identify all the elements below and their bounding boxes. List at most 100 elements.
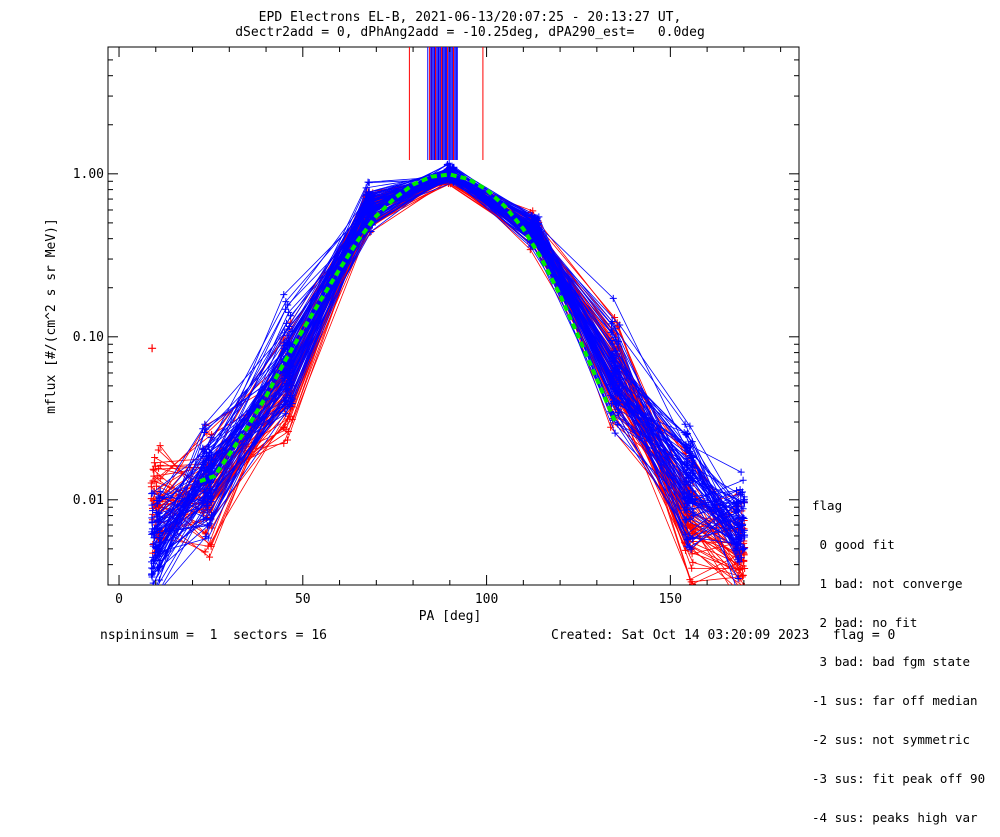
spectrum-line	[151, 170, 744, 563]
data-point-marker	[735, 498, 743, 506]
spectrum-line	[157, 181, 737, 552]
spectrum-line	[155, 181, 741, 561]
spectrum-line	[157, 169, 739, 568]
spectrum-line	[159, 169, 742, 543]
spectrum-line	[156, 174, 745, 585]
legend-item: -3 sus: fit peak off 90	[812, 771, 986, 786]
spectrum-line	[151, 173, 743, 569]
chart-title-line1: EPD Electrons EL-B, 2021-06-13/20:07:25 …	[258, 10, 682, 25]
spectrum-line	[154, 176, 744, 555]
data-point-marker	[282, 298, 290, 306]
legend-item: 2 bad: no fit	[812, 615, 918, 630]
data-point-marker	[364, 178, 372, 186]
data-point-marker	[155, 564, 163, 572]
spectrum-line	[156, 181, 740, 556]
spectrum-line	[158, 177, 742, 563]
data-point-marker	[150, 459, 158, 467]
data-lines	[147, 159, 749, 614]
spectrum-line	[151, 168, 745, 533]
x-tick-label: 150	[659, 592, 682, 607]
data-point-marker	[741, 607, 748, 614]
data-point-marker	[611, 362, 619, 370]
data-point-marker	[364, 188, 372, 196]
spectrum-line	[156, 175, 737, 549]
data-point-marker	[155, 517, 163, 525]
data-point-marker	[149, 565, 157, 573]
data-point-marker	[611, 385, 619, 393]
spectrum-line	[153, 173, 741, 563]
data-point-marker	[533, 220, 541, 228]
spectrum-line	[158, 174, 744, 561]
data-point-marker	[686, 576, 694, 584]
legend-item: 1 bad: not converge	[812, 576, 963, 591]
spectrum-line	[157, 167, 745, 547]
spectrum-line	[152, 183, 745, 554]
y-axis-label: mflux [#/(cm^2 s sr MeV)]	[44, 218, 59, 414]
data-point-marker	[735, 523, 743, 531]
spectrum-line	[157, 178, 740, 526]
data-point-marker	[285, 322, 293, 330]
spectrum-line	[160, 175, 739, 548]
y-tick-label: 0.10	[73, 330, 104, 345]
spectrum-line	[156, 163, 739, 535]
spectrum-line	[151, 171, 737, 576]
spectrum-line	[152, 172, 743, 584]
data-point-marker	[154, 500, 162, 508]
axes: 0 50 100 150 0.01 0.10 1.00	[73, 46, 799, 607]
spectrum-line	[154, 173, 743, 560]
data-point-marker	[687, 496, 695, 504]
spectrum-line	[154, 178, 743, 540]
data-point-marker	[284, 427, 292, 435]
footer-left: nspininsum = 1 sectors = 16	[100, 628, 327, 643]
data-point-marker	[366, 197, 374, 205]
data-point-marker	[207, 541, 215, 549]
spectrum-line	[154, 179, 741, 535]
data-point-marker	[529, 223, 537, 231]
data-point-marker	[532, 214, 540, 222]
data-point-marker	[150, 466, 158, 474]
spectrum-line	[157, 180, 740, 571]
data-point-marker	[362, 184, 370, 192]
data-point-marker	[150, 525, 158, 533]
spectrum-line	[159, 177, 741, 548]
data-point-marker	[740, 515, 748, 523]
data-point-marker	[686, 422, 694, 430]
data-point-marker	[684, 536, 692, 544]
data-point-marker	[202, 515, 210, 523]
data-point-marker	[207, 456, 215, 464]
y-tick-label: 0.01	[73, 493, 104, 508]
spectrum-line	[158, 173, 744, 544]
data-point-marker	[689, 580, 697, 585]
data-point-marker	[153, 551, 161, 559]
data-point-marker	[282, 394, 290, 402]
spectrum-line	[156, 171, 743, 569]
data-point-marker	[283, 436, 291, 444]
data-point-marker	[687, 453, 695, 461]
data-point-marker	[737, 515, 745, 523]
data-point-marker	[615, 399, 623, 407]
data-point-marker	[732, 505, 740, 513]
spectrum-line	[158, 179, 741, 557]
spectrum-line	[161, 169, 739, 585]
data-point-marker	[449, 178, 457, 186]
spectrum-line	[159, 173, 740, 556]
data-point-marker	[150, 534, 158, 542]
data-point-marker	[737, 533, 745, 541]
data-point-marker	[148, 564, 156, 572]
legend-item: 0 good fit	[812, 537, 895, 552]
spectrum-line	[159, 175, 737, 581]
spectrum-line	[155, 167, 740, 562]
data-point-marker	[687, 545, 695, 553]
spectrum-line	[160, 169, 741, 542]
x-axis-label: PA [deg]	[419, 609, 482, 624]
data-point-marker	[609, 355, 617, 363]
spectrum-line	[155, 179, 744, 553]
data-point-marker	[734, 589, 741, 596]
data-point-marker	[734, 575, 742, 583]
legend-item: -1 sus: far off median	[812, 693, 978, 708]
spectrum-line	[153, 167, 745, 562]
x-tick-label: 100	[475, 592, 498, 607]
data-point-marker	[682, 516, 690, 524]
spectrum-line	[156, 181, 742, 536]
data-point-marker	[206, 553, 214, 561]
